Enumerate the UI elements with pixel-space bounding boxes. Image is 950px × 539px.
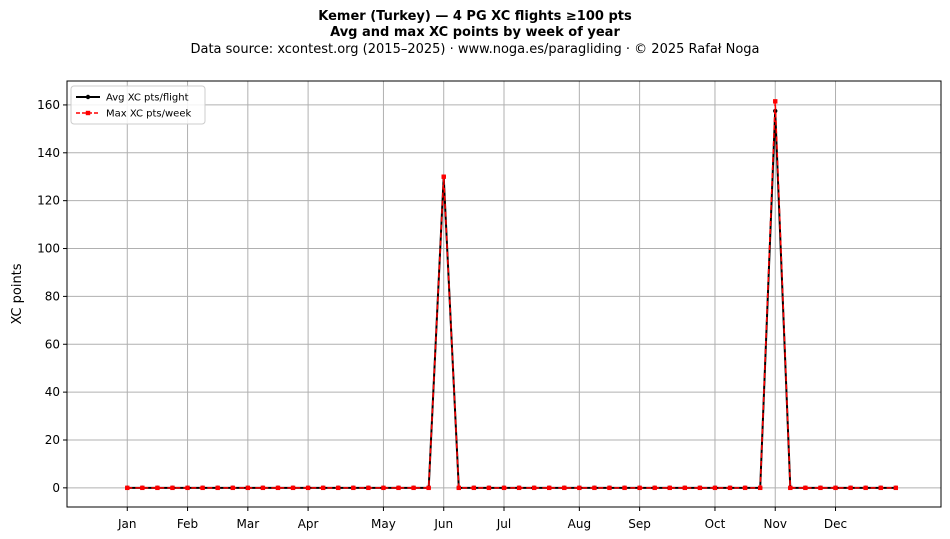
data-point <box>577 485 582 491</box>
y-axis-label: XC points <box>10 263 25 324</box>
series-avg <box>125 108 898 491</box>
data-point <box>833 485 838 491</box>
chart-subtitle: Data source: xcontest.org (2015–2025) · … <box>190 42 760 57</box>
data-point <box>125 485 130 491</box>
data-point <box>712 485 718 491</box>
data-point <box>848 485 853 491</box>
series-layer <box>125 99 898 491</box>
data-point <box>305 485 311 491</box>
data-point <box>245 485 251 491</box>
x-tick-label: Oct <box>705 517 726 531</box>
data-point <box>622 485 627 491</box>
data-point <box>290 485 296 491</box>
data-point <box>366 485 371 491</box>
data-point <box>697 485 703 491</box>
data-point <box>170 485 175 491</box>
data-point <box>471 485 477 491</box>
series-line <box>127 100 896 489</box>
series-line <box>127 109 896 489</box>
x-tick-label: Sep <box>628 517 651 531</box>
data-point <box>230 485 235 491</box>
data-point <box>155 485 160 491</box>
y-tick-label: 80 <box>45 289 60 303</box>
x-tick-label: Dec <box>824 517 847 531</box>
y-tick-label: 160 <box>37 98 60 112</box>
data-point <box>351 485 356 491</box>
x-tick-label: Jul <box>496 517 511 531</box>
data-point <box>592 485 597 491</box>
data-point <box>742 485 748 491</box>
data-point <box>773 99 778 104</box>
data-point <box>652 485 657 491</box>
series-max <box>125 99 898 491</box>
data-point <box>607 485 612 491</box>
chart-title-line2: Avg and max XC points by week of year <box>330 25 620 40</box>
y-tick-label: 0 <box>52 481 60 495</box>
x-tick-label: Aug <box>568 517 591 531</box>
data-point <box>531 485 537 491</box>
legend-marker <box>85 94 91 100</box>
data-point <box>381 485 386 491</box>
data-point <box>140 485 145 491</box>
data-point <box>486 485 492 491</box>
y-tick-label: 120 <box>37 194 60 208</box>
data-point <box>426 485 431 491</box>
data-point <box>260 485 266 491</box>
legend-box <box>70 85 206 125</box>
chart-title: Kemer (Turkey) — 4 PG XC flights ≥100 pt… <box>318 9 632 24</box>
data-point <box>818 485 823 491</box>
data-point <box>757 485 763 491</box>
chart-title-block: Kemer (Turkey) — 4 PG XC flights ≥100 pt… <box>0 9 950 58</box>
data-point <box>562 485 567 491</box>
x-tick-label: Jun <box>433 517 453 531</box>
y-tick-label: 140 <box>37 146 60 160</box>
legend: Avg XC pts/flight Max XC pts/week <box>70 85 206 125</box>
data-point <box>456 485 461 491</box>
data-point <box>411 485 416 491</box>
legend-marker <box>85 110 91 116</box>
data-point <box>275 485 281 491</box>
data-point <box>878 485 883 491</box>
data-point <box>320 485 326 491</box>
legend-label: Avg XC pts/flight <box>106 93 189 104</box>
y-tick-label: 60 <box>45 337 60 351</box>
x-tick-label: Feb <box>177 517 198 531</box>
data-point <box>441 174 446 179</box>
data-point <box>396 485 401 491</box>
x-tick-label: Nov <box>764 517 787 531</box>
y-tick-label: 40 <box>45 385 60 399</box>
data-point <box>667 485 672 491</box>
legend-label: Max XC pts/week <box>106 109 191 120</box>
data-point <box>727 485 733 491</box>
data-point <box>200 485 205 491</box>
data-point <box>547 485 552 491</box>
x-tick-label: Mar <box>237 517 260 531</box>
data-point <box>336 485 341 491</box>
tick-layer: 0 20 40 60 80 100 120 140 160 Jan Feb Mar Apr May Jun J… <box>37 98 847 531</box>
data-point <box>682 485 688 491</box>
x-tick-label: Jan <box>117 517 137 531</box>
y-tick-label: 100 <box>37 242 60 256</box>
data-point <box>215 485 220 491</box>
data-point <box>893 485 898 491</box>
data-point <box>803 485 808 491</box>
grid-layer <box>67 81 941 507</box>
data-point <box>788 485 793 491</box>
x-tick-label: Apr <box>298 517 319 531</box>
data-point <box>185 485 190 491</box>
data-point <box>863 485 868 491</box>
data-point <box>501 485 507 491</box>
x-tick-label: May <box>371 517 396 531</box>
y-tick-label: 20 <box>45 433 60 447</box>
data-point <box>516 485 522 491</box>
data-point <box>637 485 642 491</box>
